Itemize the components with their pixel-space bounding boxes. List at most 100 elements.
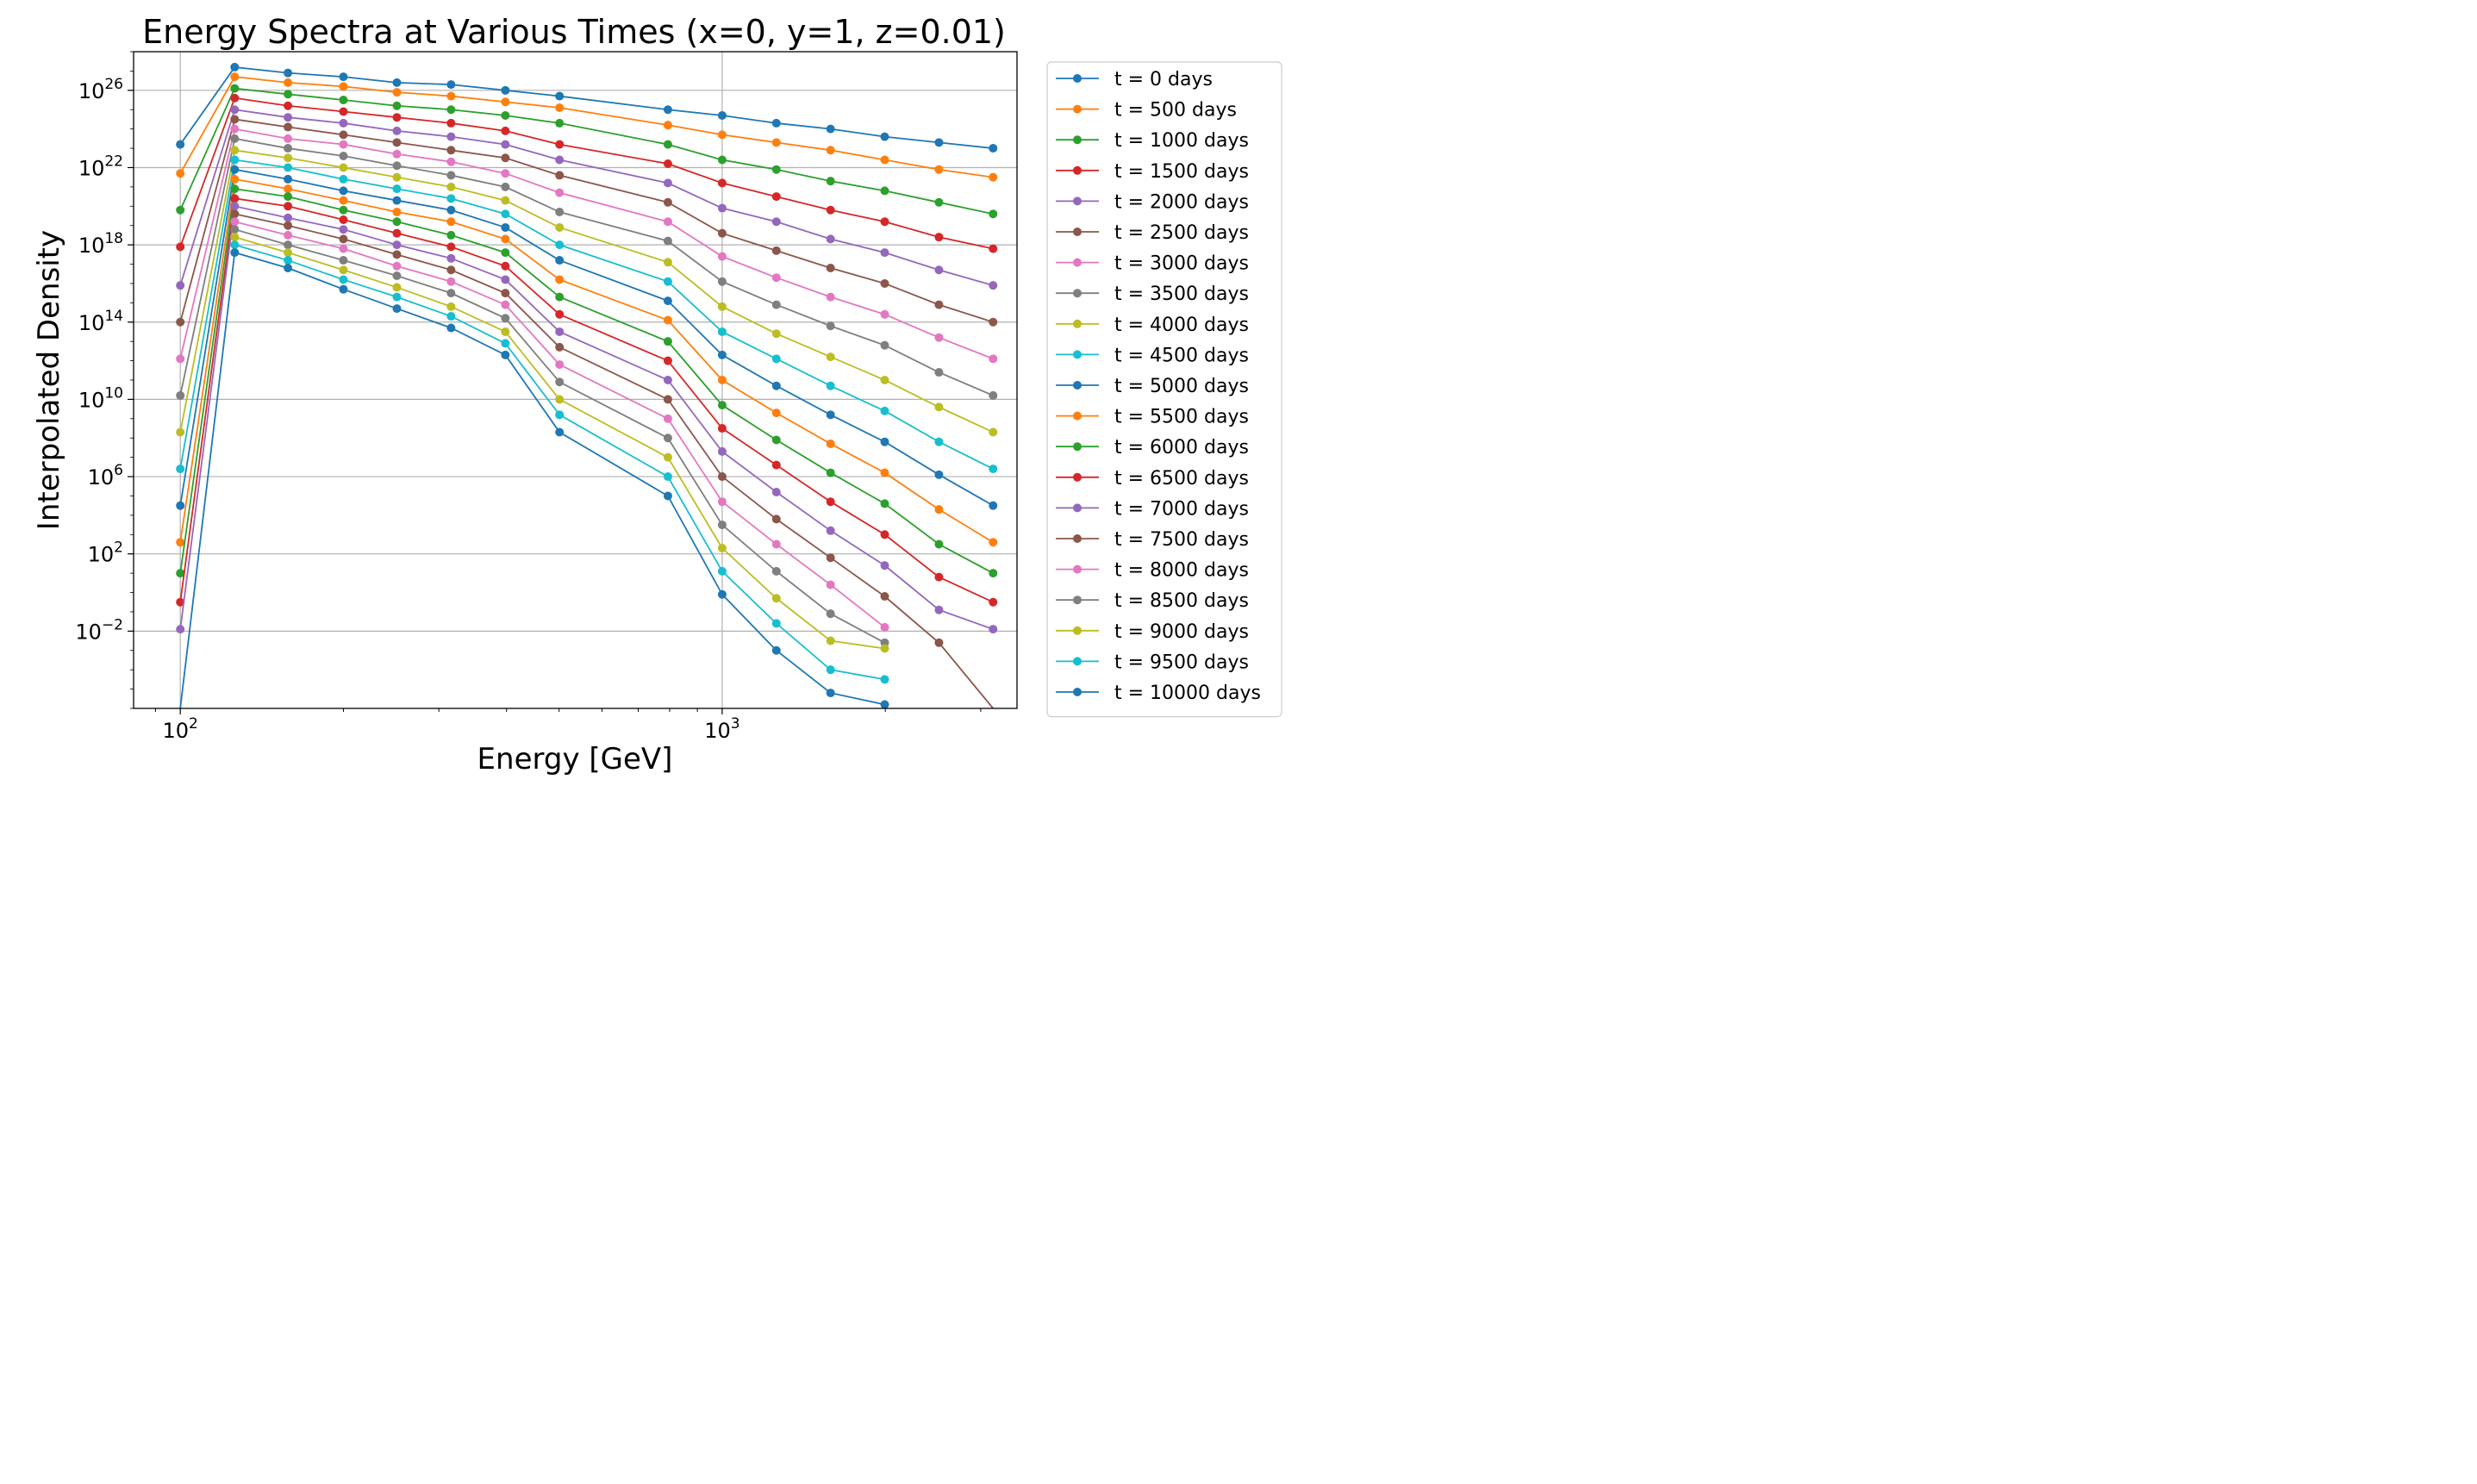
data-point <box>230 72 240 82</box>
data-point <box>392 138 402 147</box>
data-point <box>717 327 727 336</box>
data-point <box>446 105 456 115</box>
data-point <box>501 182 510 191</box>
data-point <box>339 244 348 253</box>
data-point <box>771 246 781 255</box>
data-point <box>176 569 185 578</box>
data-point <box>880 700 889 708</box>
data-point <box>934 572 944 582</box>
legend-item: t = 0 days <box>1056 69 1213 90</box>
legend-label: t = 6500 days <box>1114 468 1249 489</box>
data-point <box>934 300 944 309</box>
series-6 <box>176 124 998 364</box>
data-point <box>446 80 456 90</box>
legend-label: t = 1000 days <box>1114 130 1249 152</box>
data-point <box>339 152 348 161</box>
data-point <box>555 208 565 217</box>
legend-swatch-marker <box>1073 411 1082 421</box>
series-19 <box>230 240 889 684</box>
data-point <box>501 126 510 135</box>
series-line <box>234 244 885 681</box>
data-point <box>771 217 781 227</box>
legend-swatch-marker <box>1073 104 1082 114</box>
data-point <box>339 174 348 184</box>
legend-item: t = 9000 days <box>1056 621 1249 643</box>
data-point <box>339 256 348 265</box>
data-point <box>446 91 456 101</box>
data-point <box>771 514 781 524</box>
data-point <box>230 155 240 165</box>
data-point <box>176 317 185 327</box>
data-point <box>230 194 240 203</box>
data-point <box>934 505 944 514</box>
data-point <box>663 217 672 227</box>
data-point <box>230 105 240 115</box>
legend-item: t = 7500 days <box>1056 529 1249 551</box>
data-point <box>176 205 185 215</box>
data-point <box>501 196 510 205</box>
data-point <box>826 636 835 645</box>
data-point <box>880 406 889 415</box>
data-point <box>880 278 889 288</box>
data-point <box>176 625 185 634</box>
legend-swatch-marker <box>1073 289 1082 298</box>
data-point <box>392 228 402 238</box>
data-point <box>717 521 727 530</box>
legend-label: t = 2000 days <box>1114 191 1249 213</box>
data-point <box>771 487 781 496</box>
series-line <box>179 76 994 178</box>
data-point <box>446 242 456 252</box>
legend-label: t = 6000 days <box>1114 437 1249 458</box>
data-point <box>339 284 348 294</box>
legend-label: t = 5500 days <box>1114 407 1249 428</box>
data-point <box>880 340 889 350</box>
data-point <box>934 138 944 147</box>
data-point <box>392 208 402 217</box>
series-line <box>234 236 885 650</box>
data-point <box>392 304 402 314</box>
data-point <box>771 460 781 470</box>
data-point <box>176 538 185 547</box>
data-point <box>501 339 510 348</box>
legend-label: t = 7000 days <box>1114 498 1249 520</box>
legend-item: t = 9500 days <box>1056 652 1249 673</box>
axis-ticks: 102 103 1026 1022 1018 1014 1010 106 102 10−2 <box>75 51 982 743</box>
y-tick-label: 102 <box>88 539 123 567</box>
data-point <box>880 248 889 258</box>
data-point <box>501 222 510 232</box>
legend-item: t = 2000 days <box>1056 191 1249 213</box>
data-point <box>501 327 510 336</box>
legend-item: t = 7000 days <box>1056 498 1249 520</box>
data-point <box>663 433 672 443</box>
data-point <box>826 205 835 215</box>
data-point <box>934 638 944 647</box>
y-tick-label: 1010 <box>78 384 123 412</box>
data-point <box>284 240 293 250</box>
data-point <box>663 140 672 149</box>
data-point <box>717 589 727 599</box>
data-point <box>663 472 672 482</box>
series-line <box>179 109 994 287</box>
data-point <box>446 265 456 275</box>
data-point <box>555 327 565 336</box>
data-point <box>771 300 781 309</box>
data-point <box>176 140 185 149</box>
data-point <box>826 580 835 589</box>
series-10 <box>176 165 998 510</box>
data-point <box>230 93 240 103</box>
legend-swatch-marker <box>1073 381 1082 390</box>
series-0 <box>176 62 998 153</box>
data-point <box>392 283 402 292</box>
data-point <box>501 248 510 258</box>
legend-swatch-marker <box>1073 595 1082 605</box>
data-point <box>176 242 185 252</box>
legend-swatch-marker <box>1073 657 1082 666</box>
data-point <box>446 118 456 128</box>
data-point <box>826 264 835 273</box>
data-point <box>284 153 293 163</box>
data-point <box>392 271 402 280</box>
series-line <box>179 128 994 360</box>
legend-swatch-marker <box>1073 626 1082 635</box>
series-14 <box>176 202 998 634</box>
x-axis-label: Energy [GeV] <box>477 742 673 776</box>
